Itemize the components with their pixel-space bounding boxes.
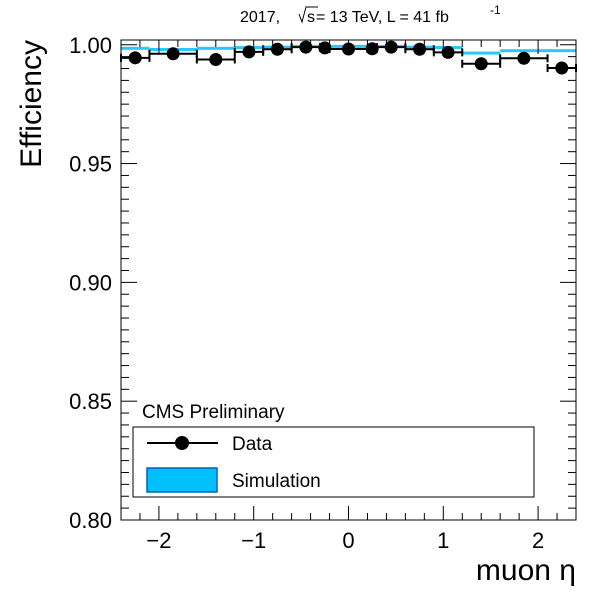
x-tick-label: 2 [532,528,544,553]
data-point-marker-6 [318,41,332,55]
header-lumi-exponent: -1 [490,3,501,17]
plot-header: 2017, s = 13 TeV, L = 41 fb -1 [240,3,501,26]
data-point-marker-14 [555,61,569,75]
y-tick-label: 0.95 [69,152,112,177]
legend: CMS Preliminary Data Simulation [132,402,535,498]
sqrt-symbol [298,6,318,24]
data-point-marker-13 [517,51,531,65]
y-tick-label: 0.90 [69,270,112,295]
data-point-13 [499,51,549,65]
header-sqrt-s: s [307,9,315,26]
x-tick-label: 1 [437,528,449,553]
data-point-marker-3 [242,45,256,59]
y-tick-label: 0.85 [69,389,112,414]
x-tick-label: −1 [241,528,266,553]
data-point-marker-2 [209,52,223,66]
data-point-marker-10 [413,42,427,56]
simulation-bin-14 [547,49,576,53]
data-point-11 [432,45,464,59]
data-point-marker-4 [270,42,284,56]
legend-box [132,426,535,498]
data-point-9 [375,40,407,54]
legend-data-label: Data [232,434,273,455]
x-tick-label: −2 [146,528,171,553]
legend-data-marker [175,436,189,450]
data-point-marker-9 [384,40,398,54]
axis-ticks [120,40,577,521]
y-tick-label: 0.80 [69,508,112,533]
legend-simulation-swatch [146,467,218,493]
x-tick-label: 0 [342,528,354,553]
data-point-marker-12 [474,57,488,71]
data-point-5 [290,40,322,54]
legend-header: CMS Preliminary [142,402,285,423]
data-point-2 [195,52,236,66]
header-year: 2017, [240,9,280,26]
data-point-10 [404,42,435,56]
data-point-0 [120,51,151,65]
legend-simulation-label: Simulation [232,471,321,492]
y-axis-title: Efficiency [15,40,48,168]
data-point-marker-8 [365,42,379,56]
plot-frame [120,39,577,521]
simulation-bin-12 [462,51,501,55]
header-energy-lumi: = 13 TeV, L = 41 fb [316,9,449,26]
data-point-4 [262,42,293,56]
data-point-marker-5 [299,40,313,54]
data-point-marker-0 [128,51,142,65]
simulation-bin-2 [196,46,235,50]
x-tick-labels: −2 −1 0 1 2 [146,528,544,553]
x-axis-title: muon η [476,554,576,587]
data-point-12 [461,57,502,71]
data-point-3 [233,45,265,59]
y-tick-label: 1.00 [69,33,112,58]
simulation-bin-13 [500,49,548,53]
simulation-bin-0 [121,46,150,50]
y-tick-labels: 0.80 0.85 0.90 0.95 1.00 [69,33,112,533]
data-series [120,40,577,75]
data-point-marker-11 [441,45,455,59]
data-point-marker-1 [166,47,180,61]
